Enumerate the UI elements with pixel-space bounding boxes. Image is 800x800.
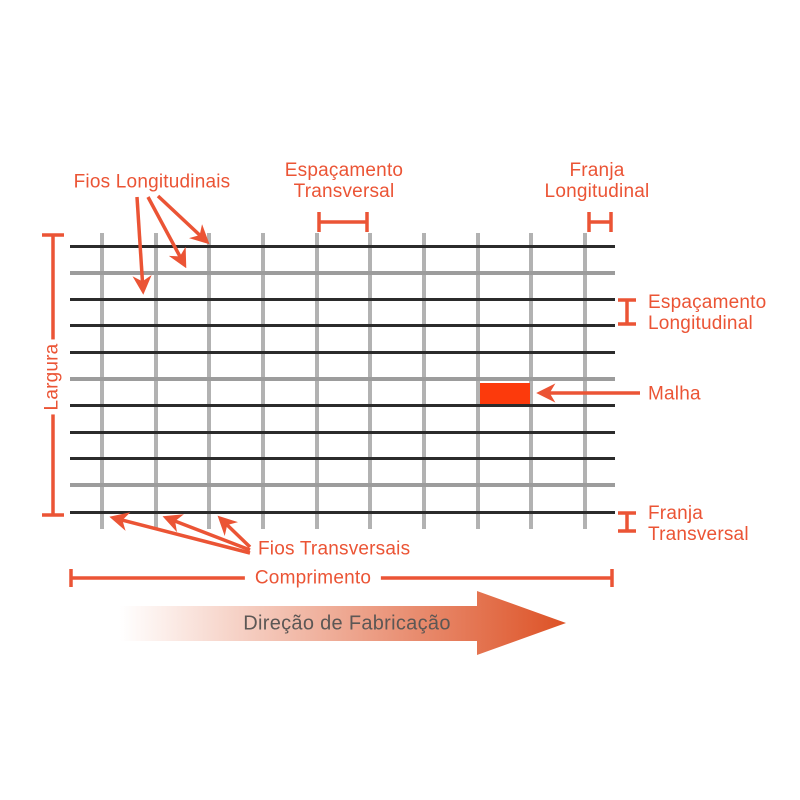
longitudinal-wire	[70, 483, 615, 488]
longitudinal-wire	[70, 510, 615, 514]
longitudinal-wire	[70, 244, 615, 248]
fios-transversais-label: Fios Transversais	[258, 538, 411, 560]
longitudinal-wire	[70, 457, 615, 461]
malha-label: Malha	[648, 383, 701, 405]
malha-highlight-cell	[480, 383, 530, 404]
transversal-wire	[207, 233, 212, 529]
transversal-wire	[583, 233, 588, 529]
franja-longitudinal-label: Franja Longitudinal	[544, 160, 650, 202]
fios-longitudinais-label: Fios Longitudinais	[73, 171, 231, 193]
transversal-wire	[475, 233, 480, 529]
longitudinal-wire	[70, 430, 615, 434]
espacamento-longitudinal-label: Espaçamento Longitudinal	[648, 292, 767, 334]
longitudinal-wire	[70, 350, 615, 354]
longitudinal-wire	[70, 404, 615, 408]
transversal-wire	[314, 233, 319, 529]
espacamento-transversal-bracket	[317, 212, 369, 232]
franja-transversal-bracket	[618, 511, 636, 533]
largura-label: Largura	[35, 339, 69, 415]
fios-transversais-arrows	[109, 512, 252, 555]
transversal-wire	[368, 233, 373, 529]
direcao-fabricacao-label: Direção de Fabricação	[243, 612, 451, 635]
transversal-wire	[153, 233, 158, 529]
longitudinal-wire	[70, 324, 615, 328]
espacamento-longitudinal-bracket	[618, 298, 636, 326]
longitudinal-wire	[70, 377, 615, 381]
fios-longitudinais-arrows	[132, 194, 210, 295]
transversal-wire	[529, 233, 534, 529]
espacamento-transversal-label: Espaçamento Transversal	[284, 160, 404, 202]
transversal-wire	[100, 233, 104, 529]
franja-transversal-label: Franja Transversal	[648, 503, 749, 545]
longitudinal-wire	[70, 297, 615, 301]
transversal-wire	[422, 233, 427, 529]
franja-longitudinal-bracket	[587, 212, 613, 232]
transversal-wire	[261, 233, 265, 529]
comprimento-label: Comprimento	[244, 567, 382, 589]
longitudinal-wire	[70, 270, 615, 275]
